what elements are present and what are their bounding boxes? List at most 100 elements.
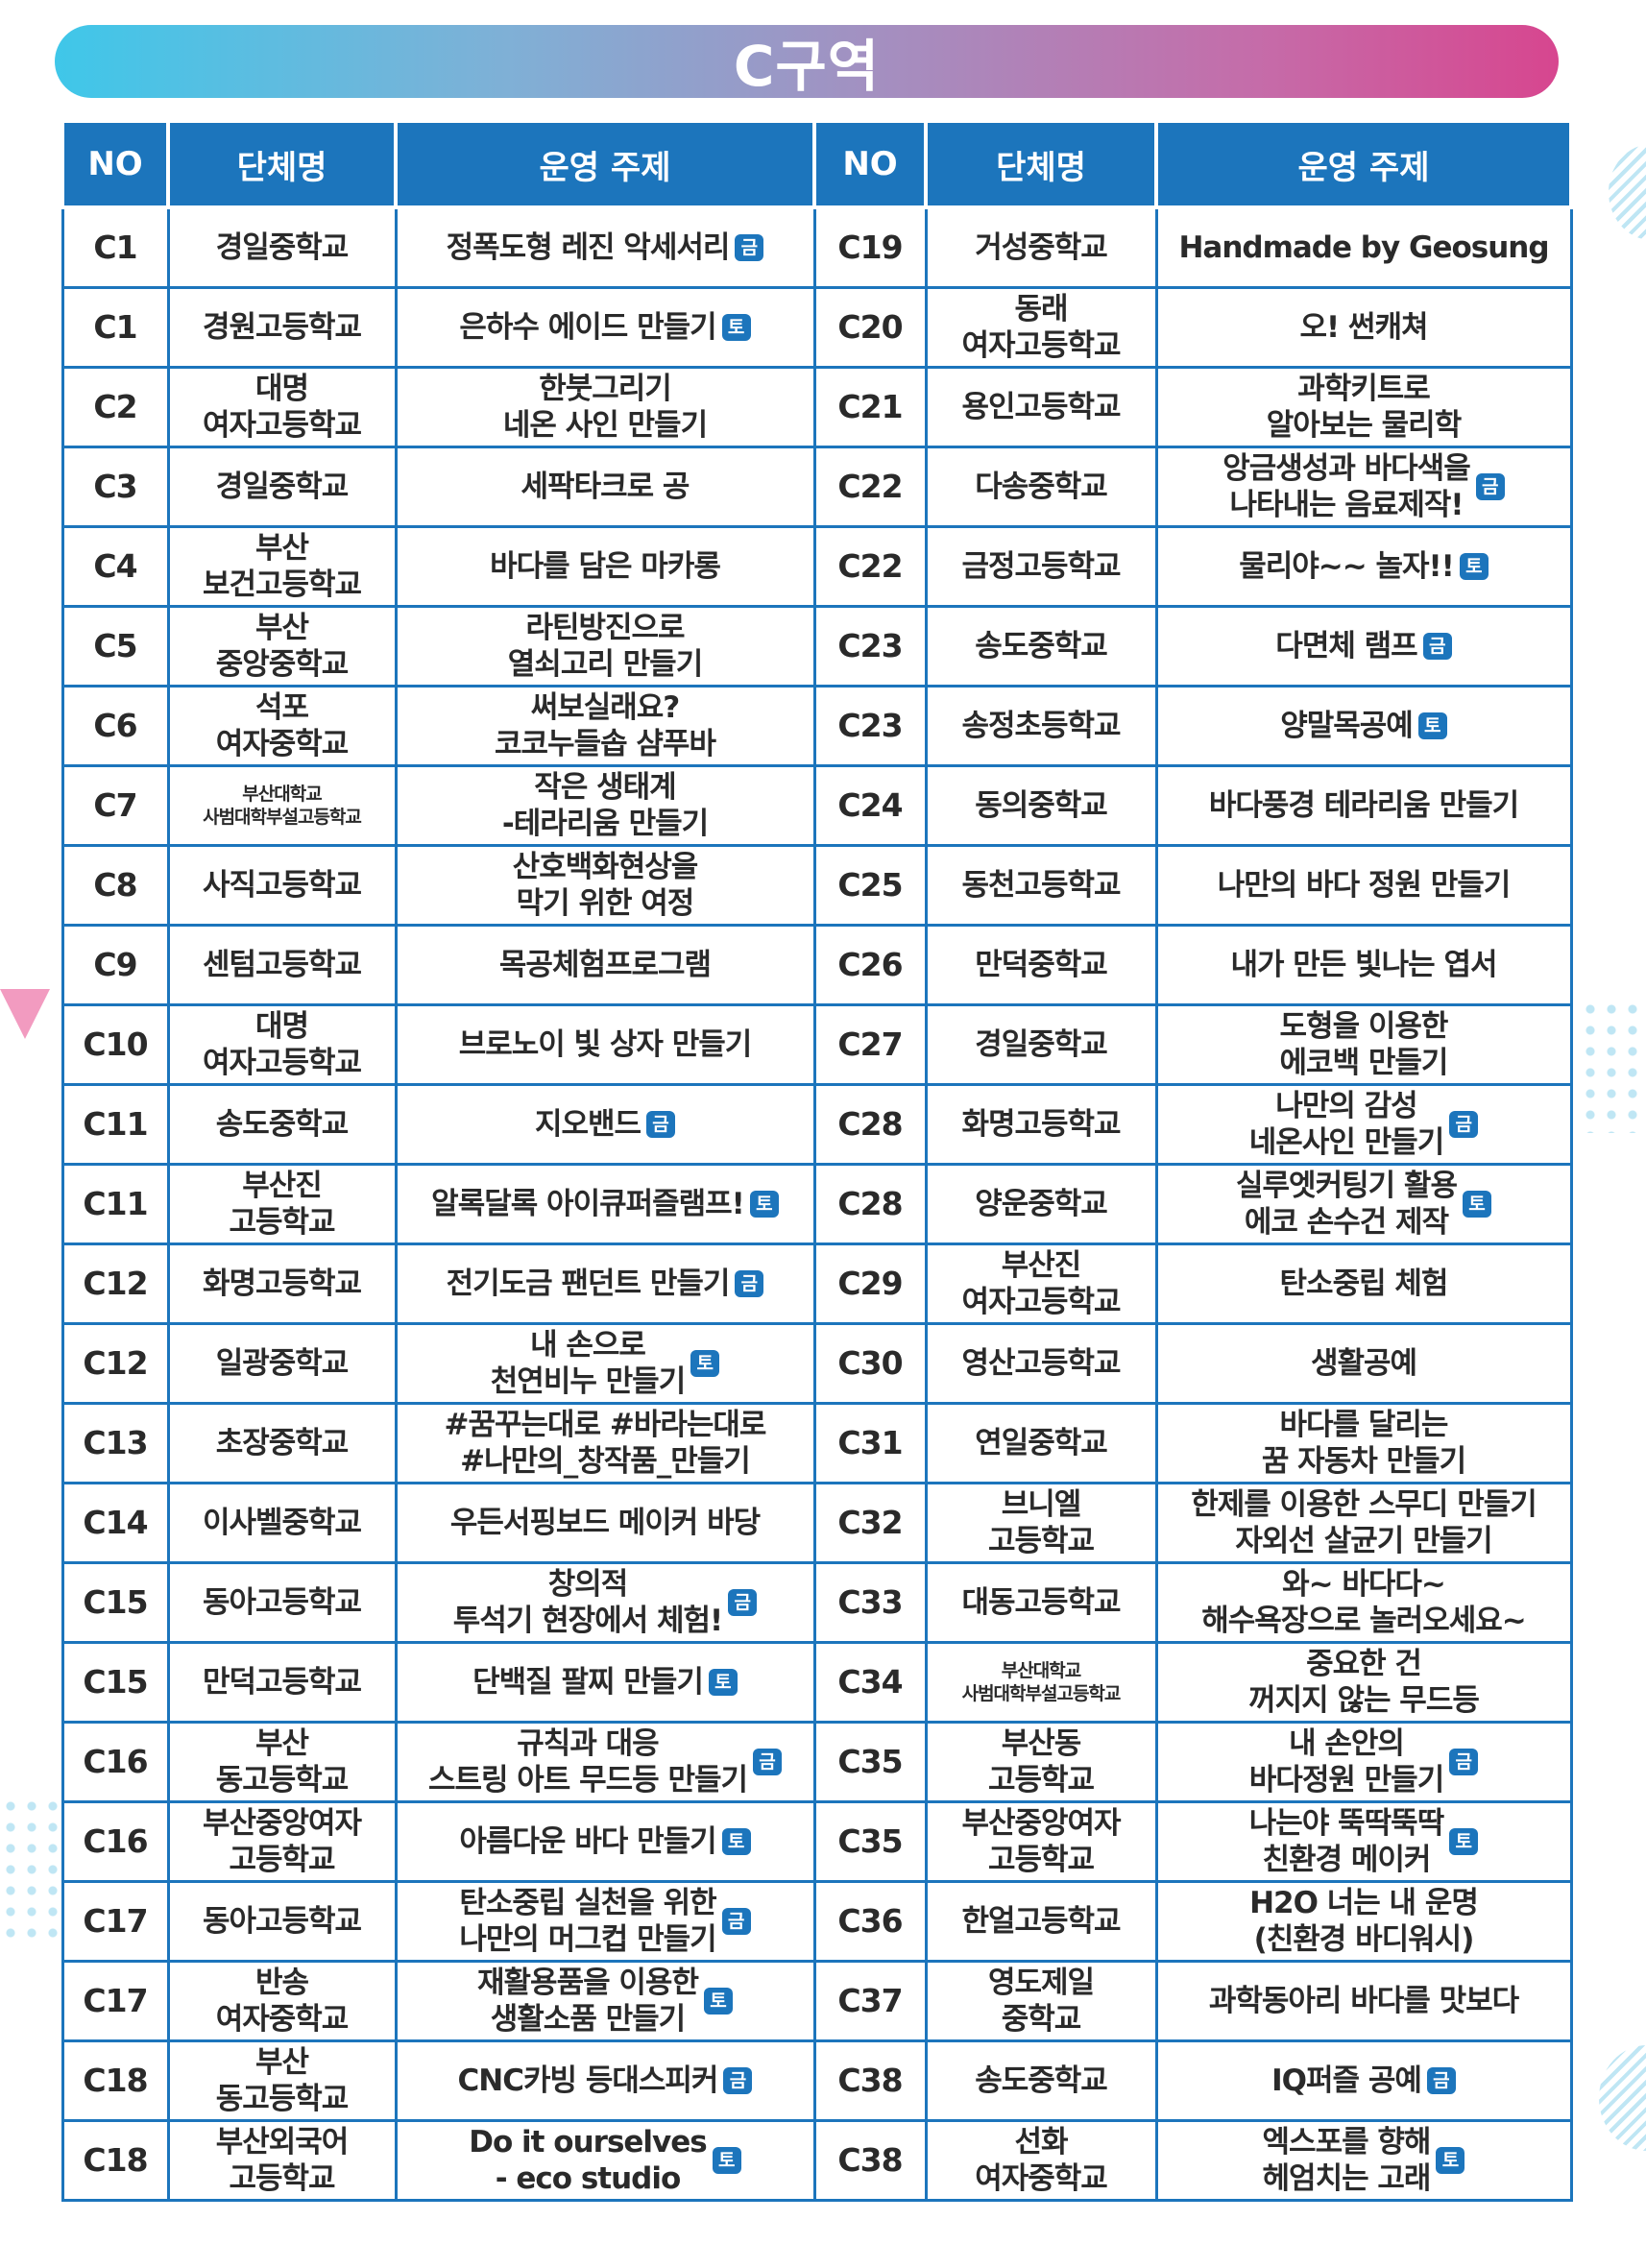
entry-number: C15 [61, 1641, 170, 1724]
organization-name: 화명고등학교 [924, 1083, 1158, 1166]
topic-wrapper: 내 손으로 천연비누 만들기 토 [401, 1327, 810, 1400]
topic-wrapper: 과학동아리 바다를 맛보다 [1162, 1983, 1566, 2019]
topic-text: 전기도금 팬던트 만들기 [446, 1267, 731, 1301]
day-badge: 토 [712, 2147, 741, 2174]
topic-text: 한붓그리기 네온 사인 만들기 [502, 372, 708, 443]
table-row: C18 부산외국어 고등학교 Do it ourselves - eco studi… [61, 2119, 1573, 2202]
organization-name: 동래 여자고등학교 [924, 286, 1158, 369]
topic-wrapper: 물리야~~ 놀자!! 토 [1162, 548, 1566, 585]
entry-number: C26 [812, 924, 928, 1006]
organization-name: 부산 보건고등학교 [166, 525, 398, 608]
table-row: C15 동아고등학교 창의적 투석기 현장에서 체험! 금 C33 대동고등학교 와~ 바다… [61, 1561, 1573, 1644]
topic-wrapper: 엑스포를 향해 헤엄치는 고래 토 [1162, 2124, 1566, 2197]
topic-text: 앙금생성과 바다색을 나타내는 음료제작! [1222, 451, 1470, 522]
organization-name: 부산대학교 사범대학부설고등학교 [924, 1641, 1158, 1724]
topic-text: 내가 만든 빛나는 엽서 [1230, 948, 1497, 982]
topic-text: 오! 썬캐쳐 [1299, 310, 1428, 345]
organization-name: 부산대학교 사범대학부설고등학교 [166, 764, 398, 847]
table-row: C2 대명 여자고등학교 한붓그리기 네온 사인 만들기 C21 용인고등학교 과학키트로… [61, 366, 1573, 448]
topic-wrapper: 목공체험프로그램 [401, 947, 810, 983]
entry-number: C34 [812, 1641, 928, 1724]
organization-name: 부산진 고등학교 [166, 1163, 398, 1245]
entry-number: C23 [812, 685, 928, 767]
topic-text: 과학키트로 알아보는 물리학 [1266, 372, 1462, 443]
entry-number: C13 [61, 1402, 170, 1484]
topic-wrapper: 한제를 이용한 스무디 만들기 자외선 살균기 만들기 [1162, 1486, 1566, 1559]
organization-name: 송도중학교 [166, 1083, 398, 1166]
entry-number: C28 [812, 1163, 928, 1245]
topic-text: IQ퍼즐 공예 [1271, 2063, 1422, 2098]
day-badge: 토 [1436, 2147, 1465, 2174]
organization-name: 경일중학교 [166, 446, 398, 528]
table-row: C3 경일중학교 세팍타크로 공 C22 다송중학교 앙금생성과 바다색을 나타내는 음료… [61, 446, 1573, 528]
topic-wrapper: 우든서핑보드 메이커 바당 [401, 1505, 810, 1541]
entry-number: C38 [812, 2039, 928, 2122]
topic-wrapper: #꿈꾸는대로 #바라는대로 #나만의_창작품_만들기 [401, 1407, 810, 1480]
topic-text: 창의적 투석기 현장에서 체험! [452, 1567, 723, 1638]
day-badge: 금 [1426, 2067, 1456, 2094]
topic-cell: 나만의 감성 네온사인 만들기 금 [1154, 1083, 1573, 1166]
topic-cell: 엑스포를 향해 헤엄치는 고래 토 [1154, 2119, 1573, 2202]
topic-wrapper: 브로노이 빛 상자 만들기 [401, 1026, 810, 1063]
organization-name: 반송 여자중학교 [166, 1960, 398, 2042]
day-badge: 토 [749, 1191, 779, 1218]
topic-cell: Do it ourselves - eco studio 토 [394, 2119, 816, 2202]
topic-cell: 정폭도형 레진 악세서리 금 [394, 205, 816, 289]
entry-number: C36 [812, 1880, 928, 1963]
topic-cell: 다면체 램프 금 [1154, 605, 1573, 688]
topic-wrapper: 나만의 바다 정원 만들기 [1162, 867, 1566, 904]
organization-name: 동의중학교 [924, 764, 1158, 847]
organization-name: 송정초등학교 [924, 685, 1158, 767]
topic-wrapper: 나는야 뚝딱뚝딱 친환경 메이커 토 [1162, 1805, 1566, 1878]
header-name: 단체명 [166, 123, 398, 209]
topic-cell: 라틴방진으로 열쇠고리 만들기 [394, 605, 816, 688]
entry-number: C16 [61, 1721, 170, 1803]
topic-cell: 써보실래요? 코코누들솝 샴푸바 [394, 685, 816, 767]
table-row: C5 부산 중앙중학교 라틴방진으로 열쇠고리 만들기 C23 송도중학교 다면체 램프 금 [61, 605, 1573, 688]
topic-cell: CNC카빙 등대스피커 금 [394, 2039, 816, 2122]
organization-name: 만덕중학교 [924, 924, 1158, 1006]
day-badge: 토 [690, 1350, 720, 1377]
table-row: C10 대명 여자고등학교 브로노이 빛 상자 만들기 C27 경일중학교 도형을 이용한… [61, 1003, 1573, 1086]
topic-text: 바다풍경 테라리움 만들기 [1208, 788, 1519, 823]
entry-number: C18 [61, 2119, 170, 2202]
organization-name: 경일중학교 [924, 1003, 1158, 1086]
topic-text: 내 손안의 바다정원 만들기 [1248, 1726, 1444, 1798]
topic-cell: 목공체험프로그램 [394, 924, 816, 1006]
entry-number: C37 [812, 1960, 928, 2042]
organization-name: 연일중학교 [924, 1402, 1158, 1484]
organization-name: 부산중앙여자 고등학교 [924, 1800, 1158, 1883]
day-badge: 토 [703, 1988, 733, 2015]
topic-wrapper: Handmade by Geosung [1162, 229, 1566, 266]
entry-number: C7 [61, 764, 170, 847]
organization-name: 거성중학교 [924, 205, 1158, 289]
organization-name: 브니엘 고등학교 [924, 1482, 1158, 1564]
topic-wrapper: 실루엣커팅기 활용 에코 손수건 제작 토 [1162, 1168, 1566, 1241]
organization-name: 경일중학교 [166, 205, 398, 289]
header-name: 단체명 [924, 123, 1158, 209]
organization-name: 부산 중앙중학교 [166, 605, 398, 688]
topic-wrapper: 라틴방진으로 열쇠고리 만들기 [401, 610, 810, 683]
table-row: C6 석포 여자중학교 써보실래요? 코코누들솝 샴푸바 C23 송정초등학교 양말목공예… [61, 685, 1573, 767]
day-badge: 금 [735, 234, 764, 261]
topic-text: 실루엣커팅기 활용 에코 손수건 제작 [1236, 1169, 1458, 1240]
entry-number: C1 [61, 205, 170, 289]
topic-cell: 단백질 팔찌 만들기 토 [394, 1641, 816, 1724]
entry-number: C20 [812, 286, 928, 369]
day-badge: 토 [1449, 1828, 1479, 1855]
topic-text: 우든서핑보드 메이커 바당 [449, 1506, 761, 1540]
organization-name: 영산고등학교 [924, 1322, 1158, 1405]
entry-number: C24 [812, 764, 928, 847]
organization-name: 동아고등학교 [166, 1561, 398, 1644]
entry-number: C28 [812, 1083, 928, 1166]
entry-number: C29 [812, 1243, 928, 1325]
topic-text: 세팍타크로 공 [520, 470, 690, 504]
topic-text: 와~ 바다다~ 해수욕장으로 놀러오세요~ [1201, 1567, 1526, 1638]
topic-cell: Handmade by Geosung [1154, 205, 1573, 289]
topic-wrapper: 과학키트로 알아보는 물리학 [1162, 371, 1566, 444]
topic-wrapper: 재활용품을 이용한 생활소품 만들기 토 [401, 1965, 810, 2038]
topic-text: 나만의 감성 네온사인 만들기 [1248, 1089, 1444, 1160]
organization-name: 선화 여자중학교 [924, 2119, 1158, 2202]
topic-text: 나는야 뚝딱뚝딱 친환경 메이커 [1248, 1806, 1444, 1877]
table-row: C12 화명고등학교 전기도금 팬던트 만들기 금 C29 부산진 여자고등학교 탄소중립 … [61, 1243, 1573, 1325]
